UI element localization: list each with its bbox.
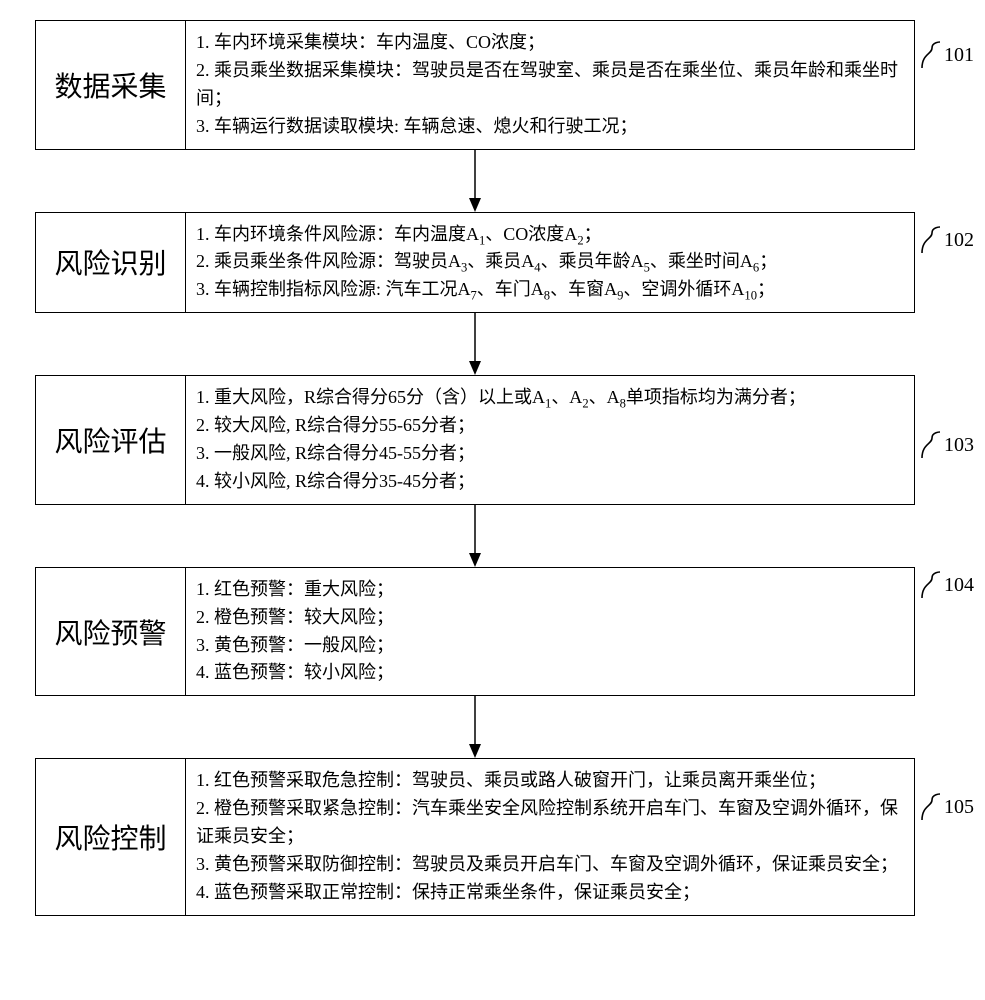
step-title: 风险识别 (36, 213, 186, 313)
step-line: 2. 橙色预警采取紧急控制：汽车乘坐安全风险控制系统开启车门、车窗及空调外循环，… (196, 795, 904, 851)
step-title: 风险预警 (36, 568, 186, 696)
step-line: 3. 车辆运行数据读取模块: 车辆怠速、熄火和行驶工况； (196, 113, 904, 141)
step-line: 1. 重大风险，R综合得分65分（含）以上或A1、A2、A8单项指标均为满分者； (196, 384, 904, 412)
ref-number: 101 (944, 44, 974, 67)
step-body: 1. 红色预警采取危急控制：驾驶员、乘员或路人破窗开门，让乘员离开乘坐位； 2.… (186, 759, 914, 914)
curl-icon (920, 225, 942, 255)
step-body: 1. 重大风险，R综合得分65分（含）以上或A1、A2、A8单项指标均为满分者；… (186, 376, 914, 504)
step-risk-identification: 风险识别 1. 车内环境条件风险源：车内温度A1、CO浓度A2； 2. 乘员乘坐… (35, 212, 915, 314)
flowchart: 数据采集 1. 车内环境采集模块：车内温度、CO浓度； 2. 乘员乘坐数据采集模… (35, 20, 915, 916)
curl-icon (920, 570, 942, 600)
ref-number: 104 (944, 574, 974, 597)
ref-number: 102 (944, 229, 974, 252)
step-line: 4. 较小风险, R综合得分35-45分者； (196, 468, 904, 496)
step-line: 3. 黄色预警：一般风险； (196, 632, 904, 660)
ref-number: 103 (944, 434, 974, 457)
arrow-down (35, 505, 915, 567)
step-risk-warning: 风险预警 1. 红色预警：重大风险； 2. 橙色预警：较大风险； 3. 黄色预警… (35, 567, 915, 697)
step-line: 2. 橙色预警：较大风险； (196, 604, 904, 632)
curl-icon (920, 40, 942, 70)
step-line: 2. 乘员乘坐数据采集模块：驾驶员是否在驾驶室、乘员是否在乘坐位、乘员年龄和乘坐… (196, 57, 904, 113)
step-line: 2. 乘员乘坐条件风险源：驾驶员A3、乘员A4、乘员年龄A5、乘坐时间A6； (196, 248, 904, 276)
ref-number: 105 (944, 796, 974, 819)
curl-icon (920, 792, 942, 822)
step-line: 4. 蓝色预警：较小风险； (196, 659, 904, 687)
step-body: 1. 红色预警：重大风险； 2. 橙色预警：较大风险； 3. 黄色预警：一般风险… (186, 568, 914, 696)
ref-label-102: 102 (920, 225, 974, 255)
step-line: 1. 红色预警：重大风险； (196, 576, 904, 604)
arrow-down (35, 313, 915, 375)
step-body: 1. 车内环境条件风险源：车内温度A1、CO浓度A2； 2. 乘员乘坐条件风险源… (186, 213, 914, 313)
step-line: 2. 较大风险, R综合得分55-65分者； (196, 412, 904, 440)
step-title: 数据采集 (36, 21, 186, 149)
ref-label-104: 104 (920, 570, 974, 600)
step-line: 1. 红色预警采取危急控制：驾驶员、乘员或路人破窗开门，让乘员离开乘坐位； (196, 767, 904, 795)
step-title: 风险评估 (36, 376, 186, 504)
step-data-collection: 数据采集 1. 车内环境采集模块：车内温度、CO浓度； 2. 乘员乘坐数据采集模… (35, 20, 915, 150)
step-body: 1. 车内环境采集模块：车内温度、CO浓度； 2. 乘员乘坐数据采集模块：驾驶员… (186, 21, 914, 149)
step-line: 1. 车内环境采集模块：车内温度、CO浓度； (196, 29, 904, 57)
step-line: 4. 蓝色预警采取正常控制：保持正常乘坐条件，保证乘员安全； (196, 879, 904, 907)
step-line: 3. 车辆控制指标风险源: 汽车工况A7、车门A8、车窗A9、空调外循环A10； (196, 276, 904, 304)
step-risk-assessment: 风险评估 1. 重大风险，R综合得分65分（含）以上或A1、A2、A8单项指标均… (35, 375, 915, 505)
arrow-down (35, 150, 915, 212)
ref-label-101: 101 (920, 40, 974, 70)
step-line: 3. 黄色预警采取防御控制：驾驶员及乘员开启车门、车窗及空调外循环，保证乘员安全… (196, 851, 904, 879)
step-line: 1. 车内环境条件风险源：车内温度A1、CO浓度A2； (196, 221, 904, 249)
step-risk-control: 风险控制 1. 红色预警采取危急控制：驾驶员、乘员或路人破窗开门，让乘员离开乘坐… (35, 758, 915, 915)
ref-label-105: 105 (920, 792, 974, 822)
step-line: 3. 一般风险, R综合得分45-55分者； (196, 440, 904, 468)
step-title: 风险控制 (36, 759, 186, 914)
arrow-down (35, 696, 915, 758)
curl-icon (920, 430, 942, 460)
ref-label-103: 103 (920, 430, 974, 460)
